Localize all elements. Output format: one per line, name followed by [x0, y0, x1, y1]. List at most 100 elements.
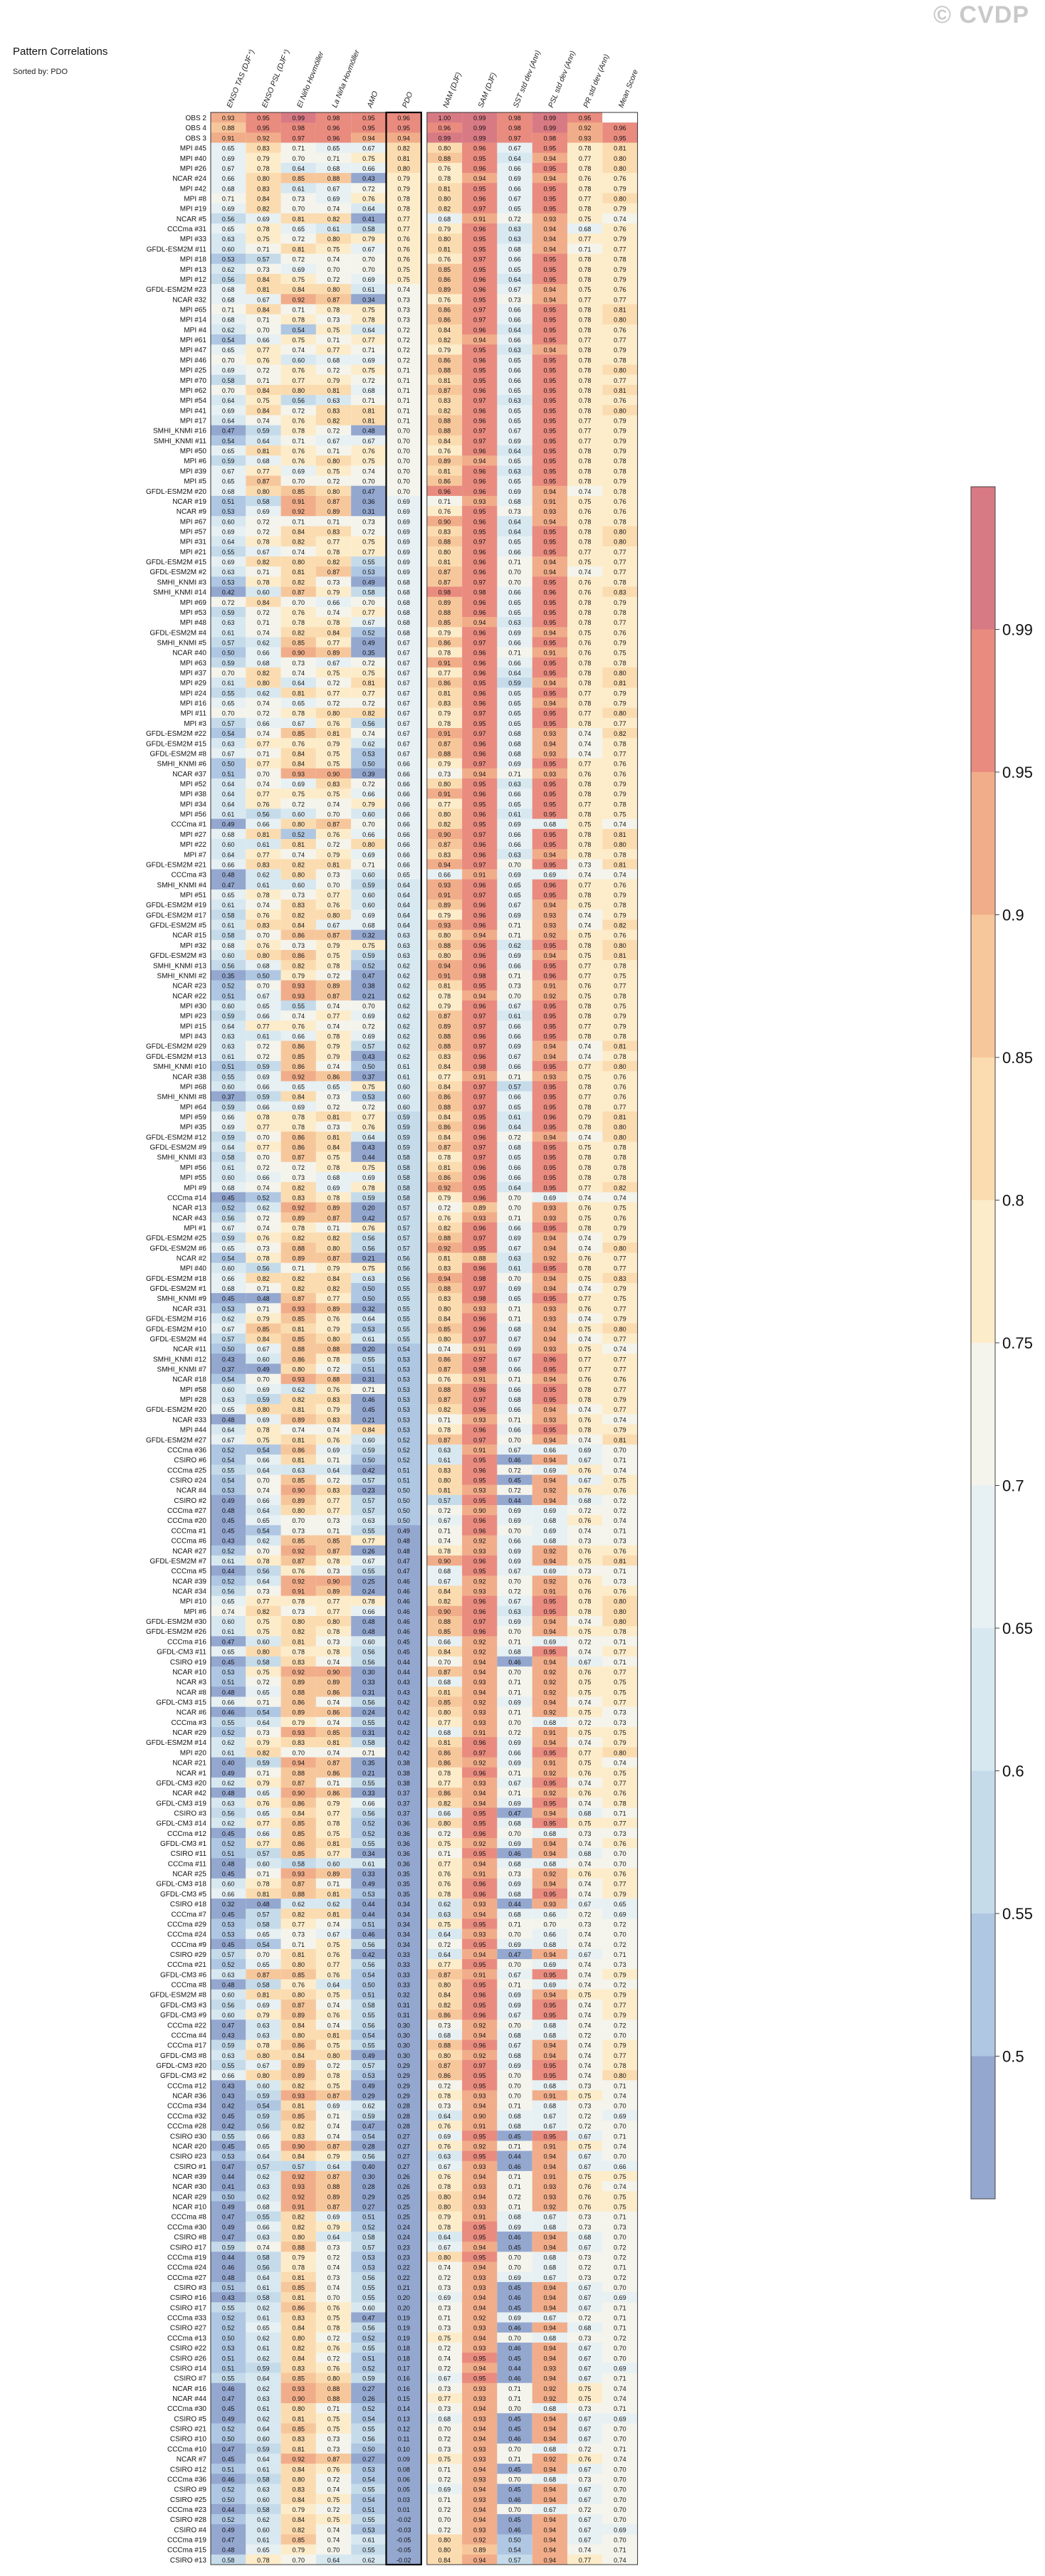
cell-value: 0.72 — [257, 528, 270, 535]
cell-value: 0.71 — [292, 438, 305, 445]
cell-value: 0.39 — [362, 771, 375, 778]
cell-value: 0.68 — [544, 1538, 557, 1545]
heat-cell — [426, 586, 463, 597]
table-row: GFDL-CM3 #11 0.65 0.80 0.78 0.78 0.56 0.45 0.84… — [157, 1646, 638, 1657]
cell-value: 0.67 — [439, 1517, 451, 1524]
row-label: NCAR #38 — [172, 1073, 206, 1081]
heat-cell — [532, 596, 567, 608]
heat-cell — [532, 304, 567, 315]
cell-value: 0.74 — [579, 1437, 592, 1444]
cell-value: 0.87 — [327, 993, 340, 1000]
heat-cell — [426, 334, 463, 345]
cell-value: 0.86 — [292, 1447, 305, 1454]
row-label: CCCma #31 — [167, 226, 206, 233]
cell-value: 0.60 — [362, 872, 375, 879]
table-row: MPI #35 0.69 0.77 0.78 0.73 0.76 0.59 0.86 0.96 0… — [180, 1121, 638, 1132]
table-row: GFDL-CM3 #20 0.62 0.79 0.87 0.71 0.55 0.38 0.77… — [156, 1777, 638, 1788]
heat-cell — [386, 364, 421, 376]
cell-value: 0.61 — [222, 680, 235, 687]
heat-cell — [211, 253, 246, 265]
heat-cell — [246, 839, 281, 850]
cell-value: 1.00 — [439, 115, 451, 122]
cell-value: 0.43 — [222, 2032, 235, 2039]
heat-cell — [532, 657, 567, 668]
heat-cell — [462, 586, 498, 597]
cell-value: 0.78 — [579, 619, 592, 626]
cell-value: 0.68 — [508, 1649, 521, 1656]
cell-value: 0.67 — [397, 690, 410, 697]
row-label: MPI #40 — [180, 1265, 207, 1273]
cell-value: 0.93 — [473, 1548, 486, 1555]
cell-value: 0.82 — [292, 1275, 305, 1282]
heat-cell — [567, 112, 603, 123]
row-label: GFDL-CM3 #20 — [156, 1780, 206, 1788]
cell-value: 0.62 — [397, 1003, 410, 1010]
cell-value: 0.81 — [439, 185, 451, 192]
heat-cell — [211, 839, 246, 850]
cell-value: 0.75 — [327, 670, 340, 677]
heat-cell — [315, 263, 352, 275]
cell-value: 0.71 — [257, 619, 270, 626]
cell-value: 0.94 — [544, 1659, 557, 1666]
heat-cell — [211, 556, 246, 567]
cell-value: 0.78 — [579, 539, 592, 546]
heat-cell — [497, 294, 532, 305]
row-label: CCCma #12 — [167, 1830, 206, 1838]
cell-value: 0.77 — [257, 1820, 270, 1827]
heat-cell — [386, 495, 421, 507]
cell-value: 0.64 — [257, 438, 270, 445]
cell-value: 0.75 — [362, 1083, 375, 1090]
cell-value: 0.71 — [614, 1638, 626, 1645]
heat-cell — [497, 344, 532, 355]
cell-value: 0.94 — [544, 155, 557, 162]
cell-value: 0.74 — [327, 1427, 340, 1434]
heat-cell — [567, 142, 603, 154]
cell-value: 0.68 — [508, 730, 521, 737]
cell-value: 0.70 — [508, 579, 521, 586]
cell-value: 0.52 — [222, 1961, 235, 1968]
cell-value: 0.69 — [508, 761, 521, 768]
cell-value: 0.76 — [614, 1376, 626, 1383]
cell-value: 0.83 — [439, 1265, 451, 1272]
cell-value: 0.75 — [614, 1770, 626, 1777]
heat-cell — [386, 667, 421, 678]
table-row: OBS 2 0.93 0.95 0.99 0.98 0.95 0.96 1.00 0.99 0.9… — [186, 112, 638, 123]
cell-value: 0.77 — [614, 619, 626, 626]
cell-value: 0.65 — [257, 1003, 270, 1010]
cell-value: 0.78 — [257, 165, 270, 172]
cell-value: 0.76 — [579, 1770, 592, 1777]
cell-value: 0.86 — [439, 1790, 451, 1797]
cell-value: 0.77 — [327, 539, 340, 546]
cell-value: 0.66 — [508, 1406, 521, 1413]
table-row: NCAR #1 0.49 0.71 0.88 0.86 0.21 0.38 0.78 0.96 0… — [177, 1767, 638, 1778]
cell-value: 0.95 — [544, 1083, 557, 1090]
cell-value: 0.66 — [508, 1427, 521, 1434]
cell-value: 0.92 — [544, 932, 557, 939]
heat-cell — [280, 536, 316, 547]
heat-cell — [386, 808, 421, 819]
cell-value: 0.94 — [292, 1760, 305, 1767]
cell-value: 0.86 — [292, 1800, 305, 1807]
cell-value: 0.78 — [292, 1598, 305, 1605]
row-label: MPI #53 — [180, 609, 207, 617]
heat-cell — [211, 304, 246, 315]
cell-value: 0.95 — [544, 276, 557, 283]
heat-cell — [567, 314, 603, 325]
cell-value: 0.78 — [579, 1608, 592, 1615]
cell-value: 0.65 — [508, 720, 521, 727]
cell-value: 0.91 — [473, 872, 486, 879]
cell-value: 0.87 — [257, 1971, 270, 1978]
cell-value: 0.79 — [614, 1739, 626, 1746]
cell-value: 0.82 — [257, 670, 270, 677]
cell-value: 0.84 — [257, 387, 270, 394]
table-row: OBS 4 0.88 0.95 0.98 0.96 0.95 0.95 0.96 0.99 0.9… — [186, 122, 638, 133]
heat-cell — [351, 213, 387, 224]
cell-value: 0.97 — [473, 1104, 486, 1111]
cell-value: 0.82 — [439, 407, 451, 414]
heat-cell — [386, 263, 421, 275]
cell-value: 0.72 — [362, 528, 375, 535]
heat-cell — [532, 788, 567, 799]
heat-cell — [386, 637, 421, 648]
heat-cell — [315, 445, 352, 456]
cell-value: 0.94 — [544, 680, 557, 687]
